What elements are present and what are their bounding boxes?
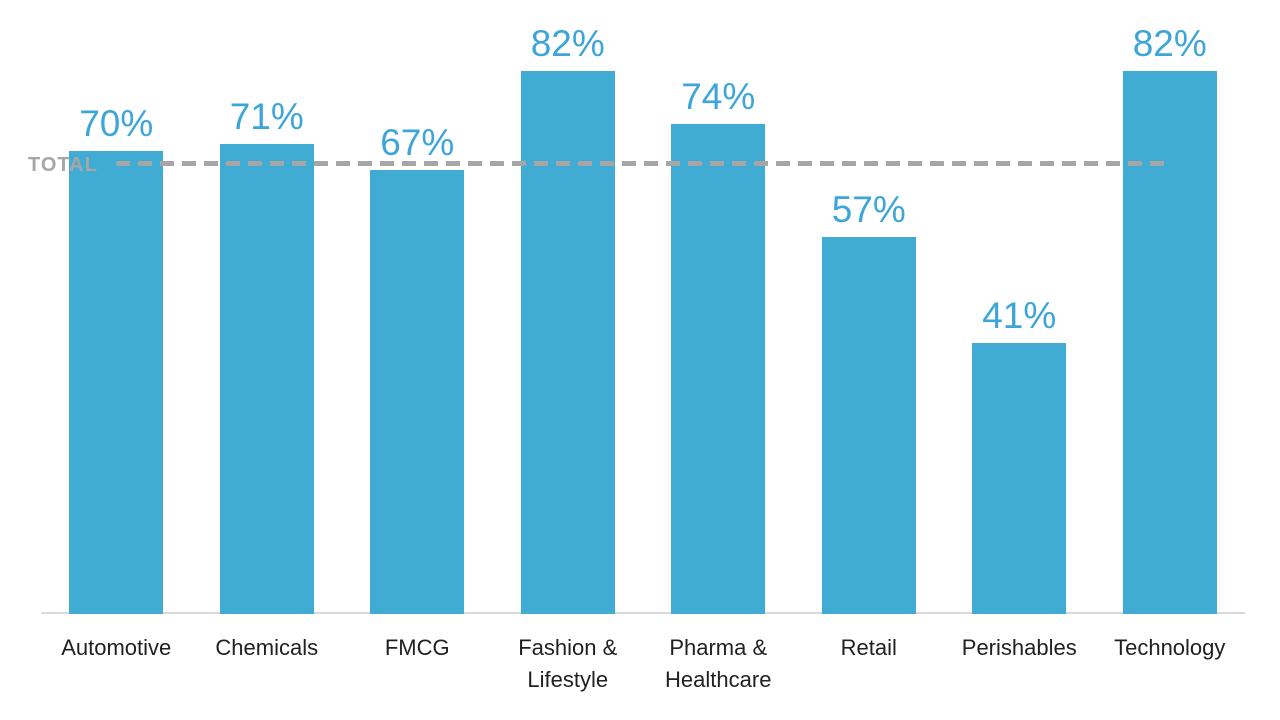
total-line-label: TOTAL: [28, 153, 98, 176]
bar: [69, 151, 164, 614]
category-label: Retail: [840, 635, 897, 660]
category-label: Technology: [1114, 635, 1226, 660]
bar: [370, 170, 465, 614]
category-label: Automotive: [61, 635, 172, 660]
plot-area: 70% 71% 67% 82% 74% 57% 41% 82%: [41, 0, 1245, 614]
category-axis: Automotive Chemicals FMCG Fashion & Lifesty…: [41, 632, 1245, 712]
value-label: 71%: [229, 96, 304, 137]
value-label: 67%: [380, 122, 455, 163]
category-label: FMCG: [384, 635, 450, 660]
bar-column: 57%: [794, 0, 945, 614]
category-label: Chemicals: [215, 635, 319, 660]
bar: [1122, 71, 1217, 614]
bar-column: 41%: [944, 0, 1095, 614]
category-label: Perishables: [961, 635, 1077, 660]
value-label: 57%: [831, 189, 906, 230]
category-label: Fashion & Lifestyle: [518, 635, 618, 692]
value-label: 82%: [1132, 23, 1207, 64]
bar: [671, 124, 766, 614]
value-label: 70%: [79, 103, 154, 144]
x-axis-line: [41, 612, 1245, 614]
bar: [520, 71, 615, 614]
bar-column: 70%: [41, 0, 192, 614]
bar-column: 82%: [493, 0, 644, 614]
bar-column: 67%: [342, 0, 493, 614]
value-label: 74%: [681, 76, 756, 117]
bar: [821, 237, 916, 614]
total-reference-line: [116, 161, 1170, 167]
category-label: Pharma & Healthcare: [665, 635, 772, 692]
bar-column: 74%: [643, 0, 794, 614]
value-label: 82%: [530, 23, 605, 64]
bar-column: 71%: [192, 0, 343, 614]
value-label: 41%: [982, 295, 1057, 336]
bar-column: 82%: [1095, 0, 1246, 614]
bar: [219, 144, 314, 614]
bar: [972, 343, 1067, 614]
